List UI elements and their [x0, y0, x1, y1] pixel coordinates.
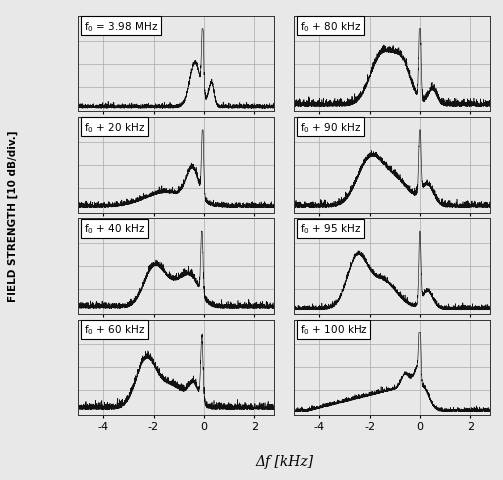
Text: f$_0$ + 60 kHz: f$_0$ + 60 kHz — [84, 323, 145, 336]
Text: f$_0$ + 100 kHz: f$_0$ + 100 kHz — [300, 323, 368, 336]
Text: f$_0$ + 40 kHz: f$_0$ + 40 kHz — [84, 222, 145, 236]
Text: f$_0$ + 20 kHz: f$_0$ + 20 kHz — [84, 120, 145, 134]
Text: FIELD STRENGTH [10 dB/div.]: FIELD STRENGTH [10 dB/div.] — [8, 131, 18, 301]
Text: Δf [kHz]: Δf [kHz] — [255, 454, 313, 468]
Text: f$_0$ + 80 kHz: f$_0$ + 80 kHz — [300, 20, 361, 34]
Text: f$_0$ = 3.98 MHz: f$_0$ = 3.98 MHz — [84, 20, 158, 34]
Text: f$_0$ + 90 kHz: f$_0$ + 90 kHz — [300, 120, 361, 134]
Text: f$_0$ + 95 kHz: f$_0$ + 95 kHz — [300, 222, 361, 236]
